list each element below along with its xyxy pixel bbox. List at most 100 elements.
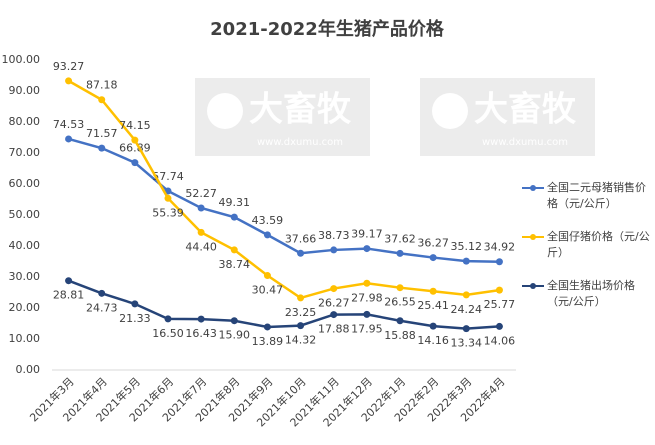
- data-label: 93.27: [53, 60, 85, 73]
- data-point: [396, 317, 404, 325]
- data-label: 16.50: [152, 327, 184, 340]
- data-label: 24.73: [86, 301, 118, 314]
- data-point: [330, 246, 338, 254]
- data-point: [462, 257, 470, 265]
- series-line: [68, 137, 500, 263]
- legend-item: 全国二元母猪销售价格（元/公斤）: [522, 180, 650, 212]
- data-label: 49.31: [219, 196, 251, 209]
- data-label: 25.77: [484, 298, 516, 311]
- data-label: 14.32: [285, 334, 317, 347]
- data-label: 15.90: [219, 329, 251, 342]
- legend-marker: [530, 234, 536, 240]
- data-label: 14.16: [417, 334, 449, 347]
- data-point: [396, 284, 404, 292]
- data-label: 26.27: [318, 297, 350, 310]
- data-point: [65, 277, 73, 285]
- data-point: [462, 325, 470, 333]
- legend-swatch: [522, 185, 544, 191]
- data-label: 26.55: [384, 296, 416, 309]
- y-tick-label: 80.00: [9, 115, 41, 128]
- data-point: [263, 231, 271, 239]
- data-label: 13.34: [451, 337, 483, 350]
- data-label: 35.12: [451, 240, 483, 253]
- watermark-text: 大畜牧: [249, 90, 352, 130]
- data-point: [495, 286, 503, 294]
- data-label: 74.53: [53, 118, 85, 131]
- data-label: 21.33: [119, 312, 151, 325]
- data-point: [429, 287, 437, 295]
- y-tick-label: 30.00: [9, 270, 41, 283]
- data-point: [230, 246, 238, 254]
- data-label: 17.95: [351, 322, 383, 335]
- data-label: 34.92: [484, 241, 516, 254]
- data-point: [297, 249, 305, 257]
- data-point: [131, 300, 139, 308]
- legend-label: 全国仔猪价格（元/公斤）: [547, 230, 650, 259]
- data-point: [363, 279, 371, 287]
- data-point: [131, 159, 139, 167]
- data-label: 17.88: [318, 323, 350, 336]
- y-tick-label: 20.00: [9, 301, 41, 314]
- data-point: [263, 272, 271, 280]
- data-point: [363, 245, 371, 253]
- series-line: [68, 279, 500, 330]
- legend-label: 全国生猪出场价格（元/公斤）: [547, 279, 635, 308]
- watermark-icon: [207, 93, 243, 129]
- data-point: [98, 144, 106, 152]
- data-point: [131, 136, 139, 144]
- legend-swatch: [522, 283, 544, 289]
- y-tick-label: 90.00: [9, 84, 41, 97]
- legend-item: 全国仔猪价格（元/公斤）: [522, 229, 650, 261]
- data-label: 28.81: [53, 289, 85, 302]
- data-point: [230, 213, 238, 221]
- data-label: 43.59: [252, 214, 284, 227]
- data-point: [98, 96, 106, 104]
- watermark: 大畜牧 www.dxumu.com: [420, 78, 595, 156]
- chart-title: 2021-2022年生猪产品价格: [210, 18, 445, 40]
- y-tick-label: 60.00: [9, 177, 41, 190]
- data-label: 25.41: [417, 299, 449, 312]
- data-label: 36.27: [417, 237, 449, 250]
- data-label: 23.25: [285, 306, 317, 319]
- data-point: [495, 322, 503, 330]
- data-label: 15.88: [384, 329, 416, 342]
- y-tick-label: 0.00: [16, 363, 41, 376]
- data-point: [230, 317, 238, 325]
- data-label: 39.17: [351, 228, 383, 241]
- data-label: 38.74: [219, 258, 251, 271]
- data-label: 16.43: [185, 327, 217, 340]
- data-label: 13.89: [252, 335, 284, 348]
- y-tick-label: 50.00: [9, 208, 41, 221]
- legend-item: 全国生猪出场价格（元/公斤）: [522, 278, 650, 310]
- y-tick-label: 40.00: [9, 239, 41, 252]
- data-label: 27.98: [351, 291, 383, 304]
- data-point: [263, 323, 271, 331]
- watermark-url: www.dxumu.com: [257, 137, 343, 148]
- y-tick-label: 100.00: [2, 53, 41, 66]
- watermark-url: www.dxumu.com: [482, 137, 568, 148]
- data-label: 87.18: [86, 79, 118, 92]
- data-label: 55.39: [152, 206, 184, 219]
- data-label: 14.06: [484, 334, 516, 347]
- legend-marker: [530, 185, 536, 191]
- data-point: [396, 249, 404, 257]
- data-point: [462, 291, 470, 299]
- data-point: [330, 285, 338, 293]
- data-label: 66.89: [119, 142, 151, 155]
- data-point: [65, 77, 73, 85]
- data-point: [429, 322, 437, 330]
- data-point: [495, 258, 503, 266]
- data-point: [363, 310, 371, 318]
- data-point: [164, 315, 172, 323]
- data-label: 44.40: [185, 240, 217, 253]
- data-point: [297, 294, 305, 302]
- watermark-box: [420, 78, 595, 156]
- legend-swatch: [522, 234, 544, 240]
- y-tick-label: 10.00: [9, 332, 41, 345]
- data-label: 74.15: [119, 119, 151, 132]
- watermark-text: 大畜牧: [474, 90, 577, 130]
- data-label: 57.74: [152, 170, 184, 183]
- data-label: 52.27: [185, 187, 217, 200]
